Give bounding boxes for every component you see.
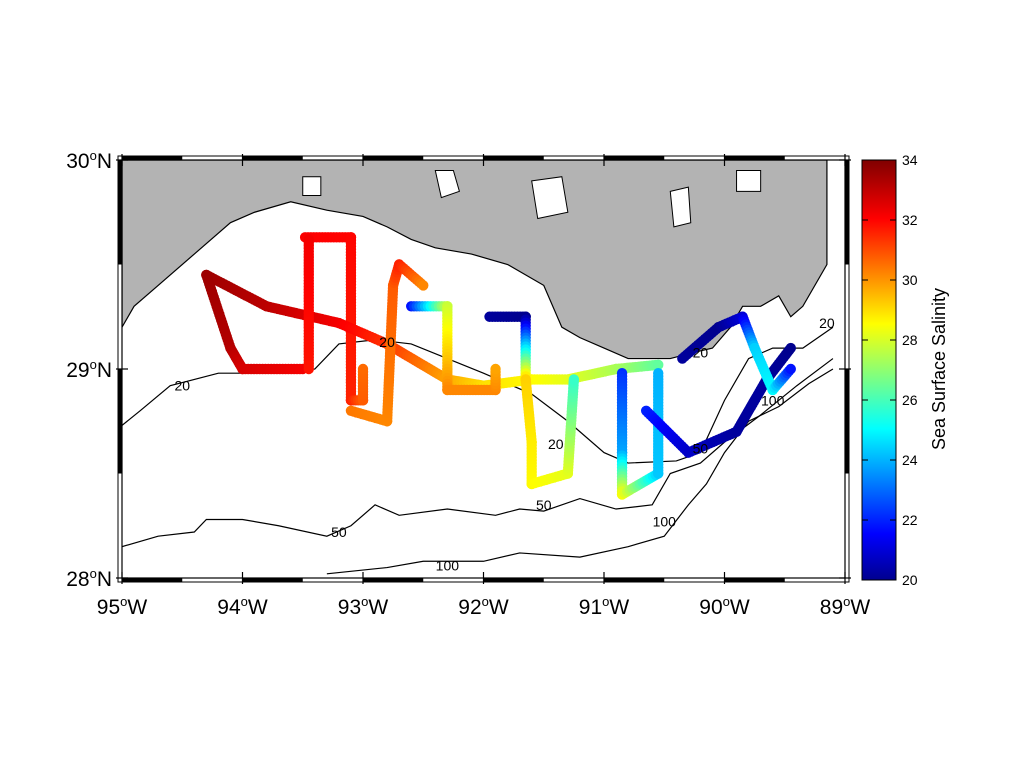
land-polygon <box>122 160 828 360</box>
lon-label: 94oW <box>217 594 268 619</box>
latitude-labels: 30oN 29oN 28oN <box>66 148 112 591</box>
lake-polygon <box>434 169 461 199</box>
isobath-labels: 20 20 20 20 20 50 50 50 100 100 100 <box>174 315 834 573</box>
lat-label: 28oN <box>66 566 112 591</box>
colorbar-tick-label: 22 <box>902 512 918 528</box>
colorbar-tick-label: 26 <box>902 392 918 408</box>
salinity-point <box>568 374 580 385</box>
salinity-point <box>785 363 796 375</box>
colorbar-tick-label: 30 <box>902 272 918 288</box>
colorbar-tick-label: 34 <box>902 152 918 168</box>
lat-label: 29oN <box>66 357 112 382</box>
colorbar-tick-label: 32 <box>902 212 918 228</box>
isobath-label: 100 <box>436 557 460 573</box>
isobath-label: 100 <box>761 392 785 408</box>
salinity-tracks <box>201 232 796 500</box>
colorbar-tick-label: 28 <box>902 332 918 348</box>
lake-polygon <box>669 186 692 228</box>
isobath-label: 50 <box>331 524 347 540</box>
lon-label: 92oW <box>458 594 509 619</box>
colorbar-tick-label: 24 <box>902 452 918 468</box>
isobath-label: 20 <box>548 436 564 452</box>
isobath-label: 20 <box>693 344 709 360</box>
lon-label: 91oW <box>579 594 630 619</box>
lon-label: 89oW <box>820 594 871 619</box>
colorbar-ticks: 34 32 30 28 26 24 22 20 <box>862 152 918 588</box>
isobath-label: 20 <box>379 334 395 350</box>
isobath-label: 20 <box>819 315 835 331</box>
isobath-label: 100 <box>653 514 677 530</box>
salinity-point <box>653 359 664 371</box>
lon-label: 90oW <box>699 594 750 619</box>
colorbar: 34 32 30 28 26 24 22 20 Sea Surface Salinity <box>861 152 949 588</box>
colorbar-tick-label: 20 <box>902 572 918 588</box>
lake-polygon <box>302 176 322 197</box>
isobath-100-line <box>326 368 834 575</box>
map-frame <box>116 154 851 584</box>
lake-polygon <box>531 176 569 220</box>
isobath-label: 50 <box>693 440 709 456</box>
isobath-50-line <box>122 358 834 548</box>
isobath-label: 50 <box>536 497 552 513</box>
lake-polygon <box>736 169 762 192</box>
salinity-point <box>418 280 429 291</box>
lon-label: 95oW <box>97 594 148 619</box>
isobath-label: 20 <box>174 378 190 394</box>
colorbar-gradient <box>861 159 897 581</box>
longitude-labels: 95oW 94oW 93oW 92oW 91oW 90oW 89oW <box>97 594 871 619</box>
land-layer <box>122 160 828 360</box>
lon-label: 93oW <box>338 594 389 619</box>
salinity-point <box>653 367 664 379</box>
lat-label: 30oN <box>66 148 112 173</box>
salinity-point <box>357 363 369 375</box>
salinity-point <box>785 342 796 354</box>
salinity-point <box>490 363 501 375</box>
salinity-point <box>303 363 314 375</box>
colorbar-label: Sea Surface Salinity <box>929 288 949 450</box>
